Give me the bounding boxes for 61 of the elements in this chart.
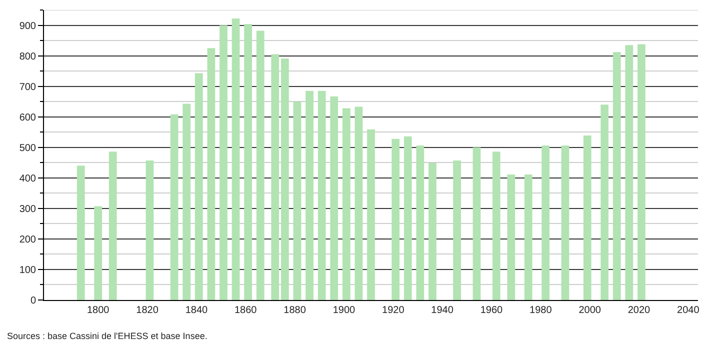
bar	[453, 160, 461, 300]
bar	[318, 90, 326, 300]
y-tick-label: 400	[19, 173, 36, 184]
bar	[507, 174, 516, 300]
x-tick-label: 1800	[86, 305, 110, 316]
x-tick-label: 1900	[332, 305, 356, 316]
bar	[416, 146, 424, 300]
x-tick-label: 1940	[431, 305, 454, 316]
bar	[170, 114, 178, 300]
x-tick-label: 1840	[185, 305, 208, 316]
bar	[524, 174, 532, 300]
bar	[182, 104, 191, 300]
bar	[220, 25, 228, 300]
x-tick-label: 1920	[382, 305, 405, 316]
y-tick-label: 200	[19, 234, 36, 246]
bar	[194, 73, 203, 300]
y-tick-label: 600	[19, 112, 36, 124]
bar	[108, 152, 117, 300]
bar	[342, 108, 350, 300]
bar	[561, 146, 570, 300]
bar	[612, 52, 621, 300]
bar	[354, 106, 363, 300]
bar	[244, 24, 252, 300]
bar	[330, 96, 338, 300]
bar	[428, 162, 436, 300]
bar	[293, 102, 302, 300]
y-tick-label: 100	[19, 264, 36, 276]
bar	[625, 45, 634, 300]
bar	[367, 129, 375, 300]
bar	[392, 138, 400, 300]
y-tick-label: 300	[19, 204, 36, 215]
y-tick-label: 900	[19, 20, 36, 32]
bar	[404, 136, 412, 300]
bar	[306, 90, 314, 300]
x-tick-label: 2020	[628, 305, 651, 316]
x-tick-label: 1860	[234, 305, 258, 316]
bar	[256, 30, 264, 300]
source-note: Sources : base Cassini de l'EHESS et base Insee.	[7, 331, 208, 340]
x-tick-label: 1960	[480, 305, 504, 316]
x-tick-label: 1980	[530, 305, 552, 316]
bar	[76, 166, 85, 300]
bar	[207, 48, 216, 300]
bar	[271, 54, 280, 300]
bar	[94, 206, 102, 300]
bar	[638, 44, 646, 300]
bar	[472, 147, 481, 300]
y-tick-label: 500	[19, 142, 36, 154]
x-tick-label: 2040	[677, 305, 700, 316]
bar	[492, 152, 500, 300]
x-tick-label: 1880	[284, 305, 306, 316]
bar	[542, 146, 550, 300]
bar	[281, 58, 289, 300]
bar	[232, 18, 240, 300]
y-tick-label: 700	[19, 82, 36, 93]
bar	[583, 135, 592, 300]
bar	[146, 160, 154, 300]
y-tick-label: 0	[30, 296, 36, 306]
y-tick-label: 800	[19, 51, 36, 62]
x-tick-label: 2000	[578, 305, 602, 316]
x-tick-label: 1820	[136, 305, 159, 316]
bar	[600, 104, 609, 300]
